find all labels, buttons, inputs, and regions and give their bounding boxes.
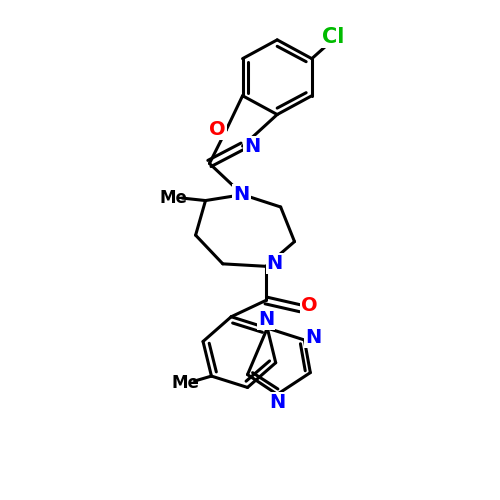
Text: N: N bbox=[266, 254, 283, 274]
Text: Me: Me bbox=[160, 189, 188, 207]
Text: O: O bbox=[301, 296, 318, 316]
Text: N: N bbox=[244, 136, 260, 156]
Text: N: N bbox=[234, 185, 250, 204]
Text: O: O bbox=[209, 120, 226, 140]
Text: N: N bbox=[258, 310, 274, 329]
Text: N: N bbox=[305, 328, 322, 347]
Text: Me: Me bbox=[172, 374, 200, 392]
Text: Cl: Cl bbox=[322, 28, 344, 48]
Text: N: N bbox=[269, 394, 285, 412]
